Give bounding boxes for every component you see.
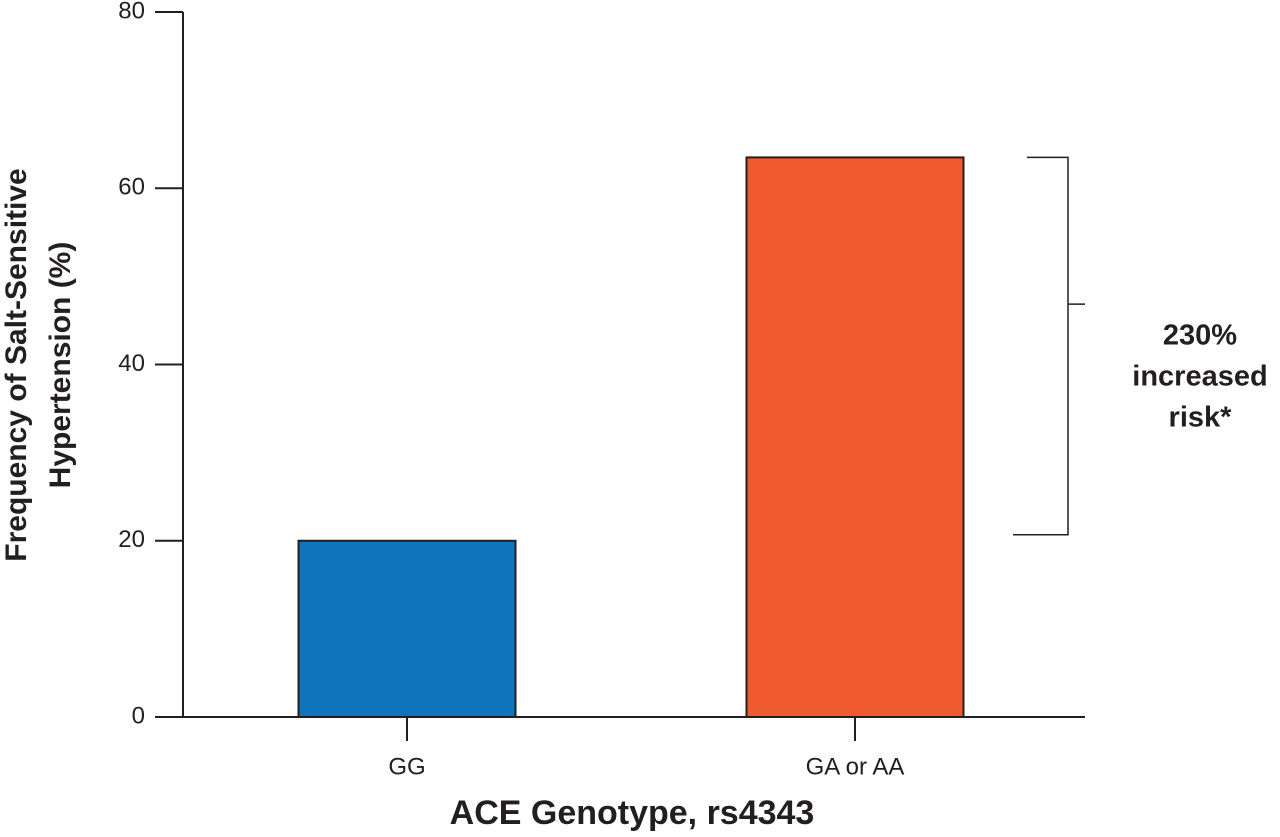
y-axis-label-line: Hypertension (%) bbox=[44, 242, 77, 489]
bar bbox=[297, 539, 517, 718]
x-tick-label: GA or AA bbox=[806, 753, 905, 780]
x-axis-label: ACE Genotype, rs4343 bbox=[450, 794, 815, 832]
y-tick-label: 40 bbox=[118, 350, 145, 377]
y-tick-label: 0 bbox=[132, 702, 145, 729]
y-axis-label: Frequency of Salt-Sensitive Hypertension… bbox=[0, 168, 77, 561]
y-tick-label: 20 bbox=[118, 526, 145, 553]
annotation-line: risk* bbox=[1169, 402, 1233, 434]
bracket bbox=[1013, 156, 1085, 536]
annotation-line: increased bbox=[1132, 361, 1267, 393]
y-tick-label: 60 bbox=[118, 174, 145, 201]
x-tick-label: GG bbox=[388, 753, 425, 780]
annotation-line: 230% bbox=[1163, 320, 1237, 352]
y-tick-label: 80 bbox=[118, 0, 145, 24]
y-axis-label-line: Frequency of Salt-Sensitive bbox=[0, 168, 33, 561]
bar bbox=[745, 156, 965, 718]
